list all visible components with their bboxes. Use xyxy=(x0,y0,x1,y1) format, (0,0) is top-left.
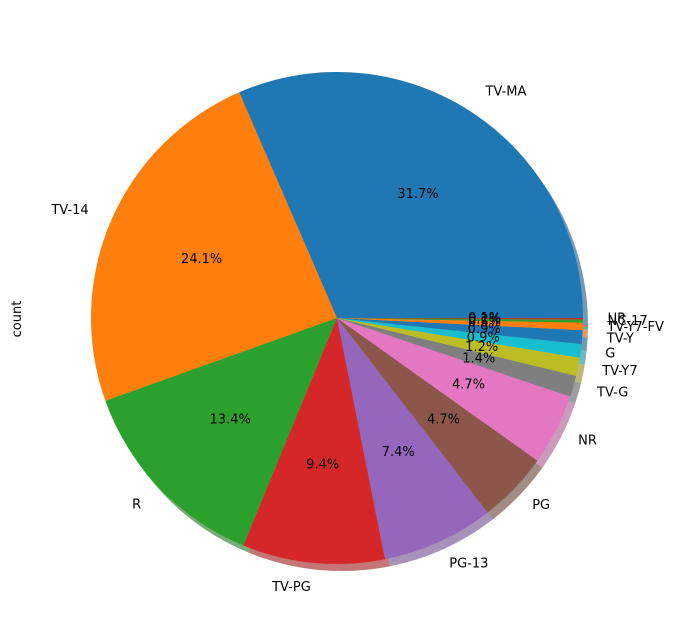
pct-label-tv-pg: 9.4% xyxy=(306,457,339,472)
pie-slice-tv-y7 xyxy=(337,318,580,376)
pie-labels: TV-MA 31.7% TV-14 24.1% R 13.4% TV-PG 9.4% PG-13… xyxy=(50,84,664,595)
pie-slice-tv-14 xyxy=(90,92,337,401)
slice-label-pg: PG xyxy=(532,498,550,513)
pct-label-g: 0.9% xyxy=(467,330,500,345)
pie-slice-tv-y7-fv xyxy=(337,318,583,331)
pie-slice-tv-y xyxy=(337,318,583,345)
pct-label-tv-g: 1.4% xyxy=(462,351,495,366)
slice-label-tv-ma: TV-MA xyxy=(485,84,527,99)
pct-label-tv-ma: 31.7% xyxy=(397,187,438,202)
slice-label-tv-y7-fv: TV-Y7-FV xyxy=(606,320,664,335)
pie-slice-r xyxy=(105,318,338,546)
pie-slice-tv-ma xyxy=(239,72,583,318)
pct-label-ur: 0.1% xyxy=(468,311,501,326)
pct-label-tv-14: 24.1% xyxy=(181,252,222,267)
slice-label-tv-y: TV-Y xyxy=(606,332,634,347)
slice-label-r: R xyxy=(132,497,141,512)
pie-slice-pg xyxy=(337,318,538,513)
y-axis-label: count xyxy=(10,301,25,338)
pct-label-pg: 4.7% xyxy=(427,413,460,428)
pie-slice-ur xyxy=(337,318,584,320)
pct-label-r: 13.4% xyxy=(210,412,251,427)
slice-label-ur: UR xyxy=(608,311,627,326)
pct-label-nc-17: 0.2% xyxy=(468,312,501,327)
pct-label-nr: 4.7% xyxy=(452,378,485,393)
pie-slice-tv-pg xyxy=(243,318,386,564)
slice-label-tv-14: TV-14 xyxy=(50,203,88,218)
pie-slices xyxy=(90,72,584,564)
pct-label-pg-13: 7.4% xyxy=(382,445,415,460)
slice-label-pg-13: PG-13 xyxy=(449,557,488,572)
pie-slice-pg-13 xyxy=(337,318,488,560)
slice-label-nc-17: NC-17 xyxy=(608,314,648,329)
pie-slice-g xyxy=(337,318,582,358)
pie-slice-tv-g xyxy=(337,318,577,397)
slice-label-tv-g: TV-G xyxy=(596,386,628,401)
pct-label-tv-y7: 1.2% xyxy=(465,340,498,355)
slice-label-tv-pg: TV-PG xyxy=(271,580,311,595)
pie-slice-nr xyxy=(337,318,571,461)
pie-slice-nc-17 xyxy=(337,318,583,323)
slice-label-nr: NR xyxy=(578,433,597,448)
pct-label-tv-y7-fv: 0.5% xyxy=(468,316,501,331)
slice-label-g: G xyxy=(605,347,615,362)
pct-label-tv-y: 0.9% xyxy=(468,322,501,337)
slice-label-tv-y7: TV-Y7 xyxy=(601,364,637,379)
